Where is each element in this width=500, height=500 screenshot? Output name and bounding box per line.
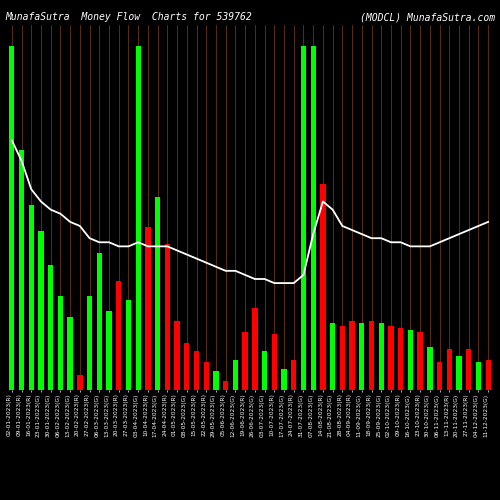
- Bar: [38, 231, 44, 390]
- Bar: [408, 330, 413, 390]
- Bar: [155, 197, 160, 390]
- Bar: [446, 349, 452, 390]
- Bar: [369, 322, 374, 390]
- Bar: [116, 280, 121, 390]
- Bar: [77, 375, 82, 390]
- Bar: [184, 343, 190, 390]
- Bar: [68, 317, 73, 390]
- Bar: [486, 360, 491, 390]
- Bar: [282, 368, 286, 390]
- Bar: [310, 46, 316, 390]
- Bar: [476, 362, 481, 390]
- Bar: [301, 46, 306, 390]
- Bar: [194, 352, 199, 390]
- Bar: [437, 362, 442, 390]
- Bar: [398, 328, 404, 390]
- Bar: [378, 324, 384, 390]
- Text: MunafaSutra  Money Flow  Charts for 539762: MunafaSutra Money Flow Charts for 539762: [5, 12, 252, 22]
- Bar: [136, 46, 141, 390]
- Bar: [359, 324, 364, 390]
- Bar: [223, 382, 228, 390]
- Bar: [418, 332, 423, 390]
- Bar: [232, 360, 238, 390]
- Bar: [291, 360, 296, 390]
- Bar: [456, 356, 462, 390]
- Bar: [427, 347, 432, 390]
- Bar: [126, 300, 131, 390]
- Bar: [87, 296, 92, 390]
- Bar: [106, 310, 112, 390]
- Bar: [48, 266, 54, 390]
- Bar: [214, 370, 218, 390]
- Bar: [58, 296, 63, 390]
- Text: (MODCL) MunafaSutra.com: (MODCL) MunafaSutra.com: [360, 12, 495, 22]
- Bar: [204, 362, 209, 390]
- Bar: [164, 244, 170, 390]
- Bar: [388, 326, 394, 390]
- Bar: [252, 308, 258, 390]
- Bar: [350, 322, 355, 390]
- Bar: [9, 46, 15, 390]
- Bar: [320, 184, 326, 390]
- Bar: [272, 334, 277, 390]
- Bar: [19, 150, 24, 390]
- Bar: [340, 326, 345, 390]
- Bar: [242, 332, 248, 390]
- Bar: [145, 227, 150, 390]
- Bar: [28, 206, 34, 390]
- Bar: [330, 324, 336, 390]
- Bar: [466, 349, 471, 390]
- Bar: [96, 252, 102, 390]
- Bar: [262, 352, 268, 390]
- Bar: [174, 322, 180, 390]
